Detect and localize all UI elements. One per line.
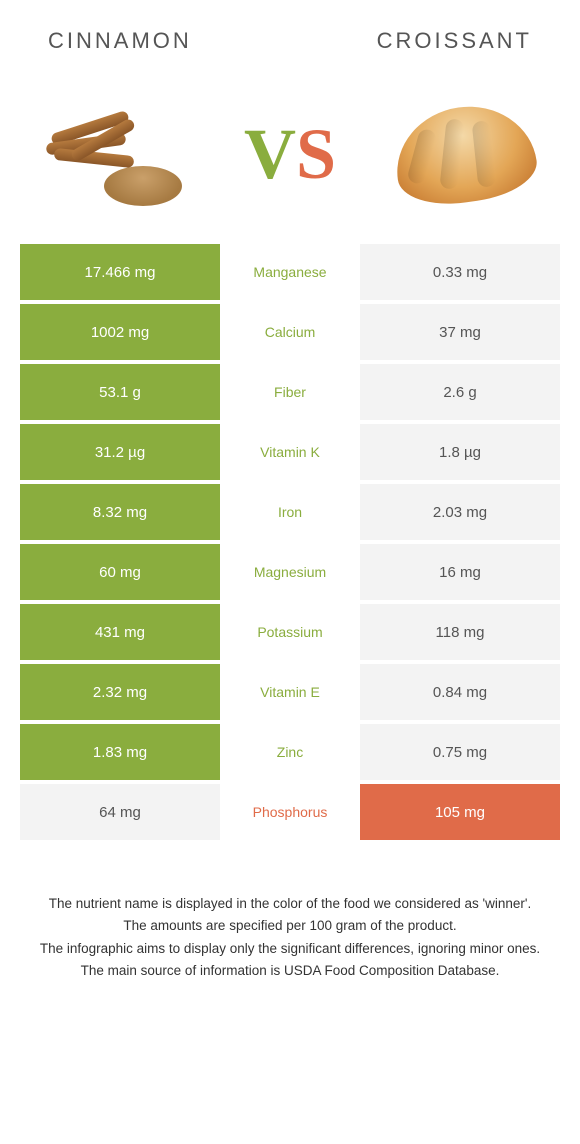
table-row: 431 mgPotassium118 mg [20, 604, 560, 660]
nutrient-name: Potassium [220, 604, 360, 660]
nutrient-name: Iron [220, 484, 360, 540]
nutrient-name: Zinc [220, 724, 360, 780]
left-value: 31.2 µg [20, 424, 220, 480]
nutrient-table: 17.466 mgManganese0.33 mg1002 mgCalcium3… [0, 244, 580, 840]
right-value: 105 mg [360, 784, 560, 840]
title-right: Croissant [377, 28, 532, 54]
cinnamon-image [40, 94, 190, 214]
nutrient-name: Vitamin E [220, 664, 360, 720]
vs-v: V [244, 113, 296, 196]
right-value: 37 mg [360, 304, 560, 360]
left-value: 60 mg [20, 544, 220, 600]
right-value: 16 mg [360, 544, 560, 600]
left-value: 64 mg [20, 784, 220, 840]
header: Cinnamon Croissant [0, 0, 580, 54]
left-value: 17.466 mg [20, 244, 220, 300]
table-row: 64 mgPhosphorus105 mg [20, 784, 560, 840]
footnotes: The nutrient name is displayed in the co… [0, 844, 580, 981]
footnote-line: The infographic aims to display only the… [30, 939, 550, 959]
table-row: 17.466 mgManganese0.33 mg [20, 244, 560, 300]
hero-row: VS [0, 54, 580, 244]
footnote-line: The amounts are specified per 100 gram o… [30, 916, 550, 936]
right-value: 0.33 mg [360, 244, 560, 300]
nutrient-name: Phosphorus [220, 784, 360, 840]
footnote-line: The main source of information is USDA F… [30, 961, 550, 981]
left-value: 8.32 mg [20, 484, 220, 540]
table-row: 1002 mgCalcium37 mg [20, 304, 560, 360]
table-row: 53.1 gFiber2.6 g [20, 364, 560, 420]
left-value: 2.32 mg [20, 664, 220, 720]
left-value: 53.1 g [20, 364, 220, 420]
right-value: 0.75 mg [360, 724, 560, 780]
table-row: 31.2 µgVitamin K1.8 µg [20, 424, 560, 480]
table-row: 8.32 mgIron2.03 mg [20, 484, 560, 540]
right-value: 1.8 µg [360, 424, 560, 480]
right-value: 118 mg [360, 604, 560, 660]
nutrient-name: Vitamin K [220, 424, 360, 480]
nutrient-name: Magnesium [220, 544, 360, 600]
left-value: 431 mg [20, 604, 220, 660]
left-value: 1002 mg [20, 304, 220, 360]
right-value: 2.6 g [360, 364, 560, 420]
table-row: 2.32 mgVitamin E0.84 mg [20, 664, 560, 720]
nutrient-name: Manganese [220, 244, 360, 300]
croissant-image [390, 94, 540, 214]
vs-label: VS [244, 113, 336, 196]
nutrient-name: Calcium [220, 304, 360, 360]
table-row: 1.83 mgZinc0.75 mg [20, 724, 560, 780]
table-row: 60 mgMagnesium16 mg [20, 544, 560, 600]
left-value: 1.83 mg [20, 724, 220, 780]
vs-s: S [296, 113, 336, 196]
nutrient-name: Fiber [220, 364, 360, 420]
right-value: 2.03 mg [360, 484, 560, 540]
footnote-line: The nutrient name is displayed in the co… [30, 894, 550, 914]
right-value: 0.84 mg [360, 664, 560, 720]
title-left: Cinnamon [48, 28, 192, 54]
